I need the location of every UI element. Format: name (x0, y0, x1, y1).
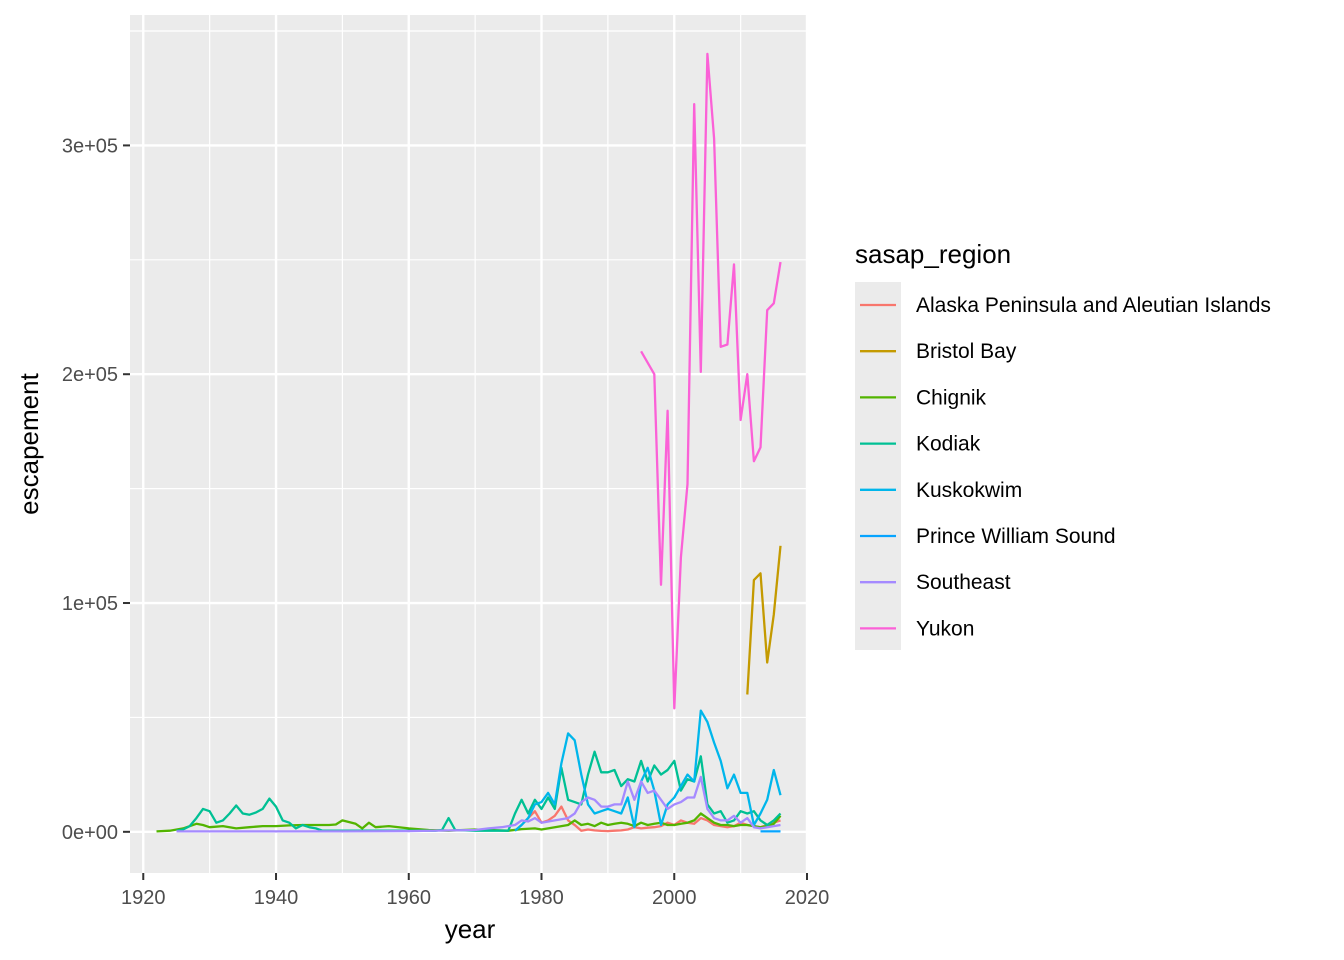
series-line-bristol-bay (746, 545, 782, 695)
legend: sasap_region Alaska Peninsula and Aleuti… (855, 239, 1271, 650)
x-tick-label: 1960 (387, 887, 432, 909)
x-tick-label: 1920 (121, 887, 166, 909)
x-tick-label: 2000 (652, 887, 697, 909)
series-lines (156, 52, 782, 833)
legend-title: sasap_region (855, 239, 1011, 269)
series-line-kuskokwim (514, 709, 782, 832)
legend-label: Southeast (916, 571, 1011, 594)
legend-label: Alaska Peninsula and Aleutian Islands (916, 294, 1271, 317)
legend-label: Kodiak (916, 433, 981, 456)
legend-label: Bristol Bay (916, 340, 1017, 363)
axes: 1920 1940 1960 1980 2000 2020 0e+00 1e+05 2e+05 3… (62, 135, 829, 909)
legend-items: Alaska Peninsula and Aleutian Islands Bri… (860, 294, 1271, 640)
y-tick-label: 0e+00 (62, 822, 118, 844)
series-line-southeast (176, 775, 781, 833)
legend-label: Chignik (916, 386, 987, 409)
y-tick-label: 3e+05 (62, 135, 118, 157)
legend-label: Yukon (916, 617, 974, 640)
series-line-chignik (156, 812, 782, 833)
series-line-kodiak (176, 750, 782, 832)
x-axis-title: year (445, 914, 496, 944)
x-tick-label: 2020 (785, 887, 830, 909)
y-tick-label: 2e+05 (62, 364, 118, 386)
x-tick-label: 1940 (254, 887, 299, 909)
legend-label: Prince William Sound (916, 525, 1116, 548)
y-axis-title: escapement (14, 372, 44, 514)
x-tick-label: 1980 (519, 887, 564, 909)
legend-label: Kuskokwim (916, 479, 1022, 502)
series-line-yukon (640, 52, 782, 710)
legend-key-background (855, 282, 901, 650)
y-tick-label: 1e+05 (62, 593, 118, 615)
